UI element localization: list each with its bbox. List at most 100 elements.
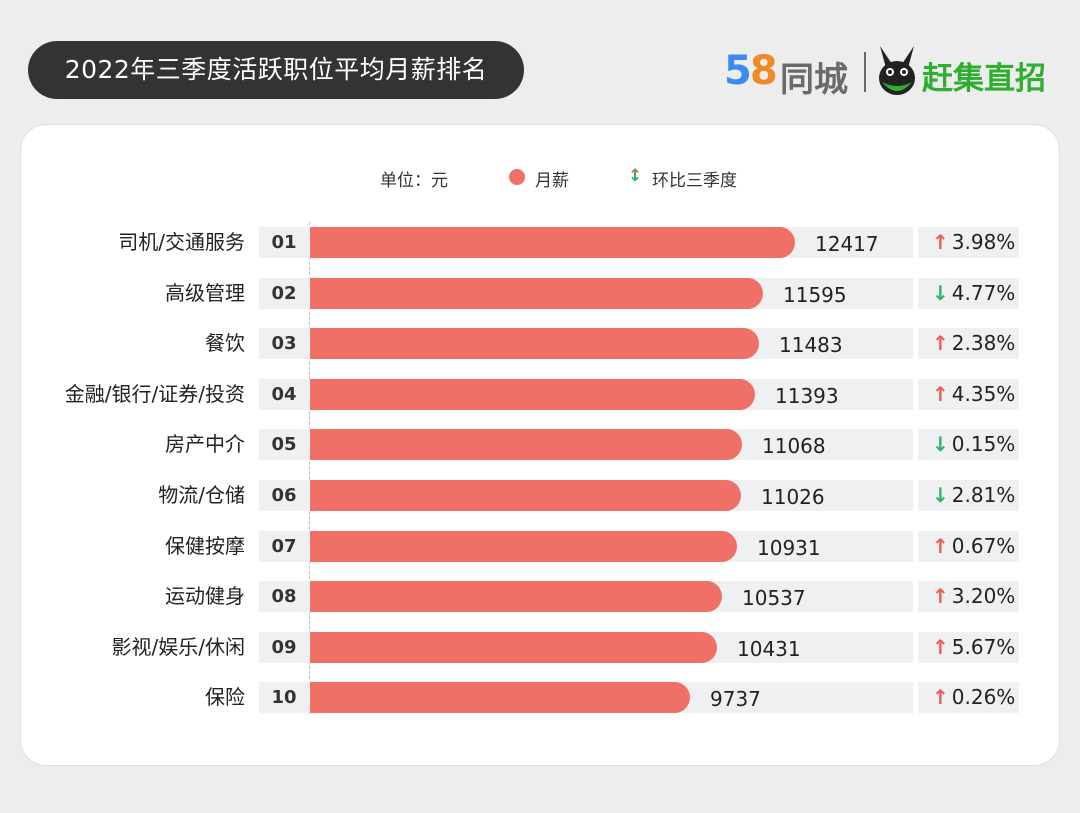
rank-label: 08 <box>271 586 297 608</box>
rank-label: 05 <box>271 434 297 456</box>
rank-label: 04 <box>271 383 297 405</box>
change-label: ↑ 3.20% <box>932 581 1015 612</box>
salary-bar <box>310 378 755 410</box>
value-label: 11026 <box>761 485 825 509</box>
arrow-up-icon: ↑ <box>932 533 949 558</box>
unit-label: 单位：元 <box>380 171 448 191</box>
legend-series-label: 月薪 <box>535 171 569 191</box>
change-cell <box>918 480 1019 511</box>
change-cell <box>918 277 1019 309</box>
change-cell <box>918 581 1019 613</box>
bar-row: 运动健身 08 10537 ↑ 3.20% <box>0 581 1080 613</box>
arrow-up-icon: ↑ <box>932 381 949 406</box>
category-label: 餐饮 <box>205 331 245 356</box>
change-cell <box>918 227 1019 258</box>
change-label: ↓ 4.77% <box>932 278 1015 309</box>
change-value: 0.15% <box>951 432 1016 457</box>
value-label: 11393 <box>775 383 839 408</box>
legend-change-label: 环比三季度 <box>652 171 737 191</box>
rank-label: 03 <box>271 333 297 355</box>
arrow-down-icon: ↓ <box>932 280 949 305</box>
value-label: 10537 <box>742 586 806 611</box>
salary-bar <box>310 480 741 511</box>
category-label: 金融/银行/证券/投资 <box>64 381 245 406</box>
brand-ganji-text: 赶集直招 <box>922 61 1046 97</box>
series-color-dot <box>509 169 525 185</box>
bar-row: 金融/银行/证券/投资 04 11393 ↑ 4.35% <box>0 378 1080 410</box>
change-value: 0.26% <box>951 685 1016 710</box>
bar-row: 高级管理 02 11595 ↓ 4.77% <box>0 277 1080 309</box>
category-label: 运动健身 <box>165 584 245 609</box>
arrow-up-icon: ↑ <box>932 230 949 254</box>
salary-bar <box>310 631 717 663</box>
axis-divider-line <box>309 222 310 714</box>
ganji-mascot-icon <box>879 46 915 95</box>
category-label: 物流/仓储 <box>158 483 245 507</box>
change-value: 5.67% <box>951 634 1016 659</box>
category-label: 高级管理 <box>165 280 245 305</box>
salary-bar <box>310 227 795 258</box>
value-label: 11483 <box>779 333 843 358</box>
change-label: ↓ 0.15% <box>932 429 1015 460</box>
change-value: 0.67% <box>951 533 1016 558</box>
change-label: ↑ 2.38% <box>932 328 1015 359</box>
brand-58-logo: 58 <box>724 48 778 94</box>
change-cell <box>918 682 1019 714</box>
value-label: 12417 <box>815 232 879 256</box>
bar-row: 餐饮 03 11483 ↑ 2.38% <box>0 328 1080 360</box>
change-value: 2.38% <box>951 331 1016 356</box>
change-label: ↑ 5.67% <box>932 632 1015 663</box>
value-label: 11595 <box>783 282 847 307</box>
change-cell <box>918 530 1019 562</box>
salary-bar <box>310 328 759 360</box>
bar-row: 房产中介 05 11068 ↓ 0.15% <box>0 429 1080 461</box>
change-label: ↑ 0.67% <box>932 531 1015 562</box>
arrow-down-icon: ↓ <box>932 483 949 507</box>
value-label: 11068 <box>762 434 826 459</box>
change-cell <box>918 429 1019 461</box>
change-value: 3.98% <box>951 230 1016 254</box>
change-value: 4.77% <box>951 280 1016 305</box>
brand-logos: 58 同城 赶集直招 <box>724 40 1054 102</box>
category-label: 保健按摩 <box>165 533 245 558</box>
category-label: 司机/交通服务 <box>118 230 245 254</box>
rank-label: 07 <box>271 535 297 557</box>
change-cell <box>918 631 1019 663</box>
value-label: 9737 <box>710 687 761 712</box>
change-label: ↓ 2.81% <box>932 480 1015 511</box>
salary-bar <box>310 429 742 461</box>
bar-row: 影视/娱乐/休闲 09 10431 ↑ 5.67% <box>0 631 1080 663</box>
change-value: 2.81% <box>951 483 1016 507</box>
brand-tongcheng-text: 同城 <box>780 60 848 100</box>
salary-bar <box>310 530 737 562</box>
rank-label: 10 <box>271 687 297 709</box>
change-cell <box>918 328 1019 360</box>
value-label: 10931 <box>757 535 821 560</box>
bar-row: 保险 10 9737 ↑ 0.26% <box>0 682 1080 714</box>
category-label: 保险 <box>205 685 245 710</box>
change-value: 3.20% <box>951 584 1016 609</box>
category-label: 影视/娱乐/休闲 <box>111 634 245 659</box>
change-label: ↑ 0.26% <box>932 682 1015 713</box>
change-cell <box>918 378 1019 410</box>
bar-row: 保健按摩 07 10931 ↑ 0.67% <box>0 530 1080 562</box>
rank-label: 06 <box>271 485 297 506</box>
arrow-up-icon: ↑ <box>932 584 949 609</box>
value-label: 10431 <box>737 636 801 661</box>
rank-label: 01 <box>271 232 297 253</box>
brand-divider <box>864 52 866 92</box>
arrow-up-icon: ↑ <box>932 634 949 659</box>
salary-bar <box>310 277 763 309</box>
salary-bar <box>310 581 722 613</box>
arrow-up-icon: ↑ <box>932 331 949 356</box>
arrow-down-icon: ↓ <box>932 432 949 457</box>
bar-row: 司机/交通服务 01 12417 ↑ 3.98% <box>0 227 1080 258</box>
category-label: 房产中介 <box>165 432 245 457</box>
change-label: ↑ 3.98% <box>932 227 1015 258</box>
page-title: 2022年三季度活跃职位平均月薪排名 <box>28 41 524 99</box>
salary-bar <box>310 682 690 714</box>
arrow-up-icon: ↑ <box>932 685 949 710</box>
rank-label: 09 <box>271 636 297 658</box>
bar-row: 物流/仓储 06 11026 ↓ 2.81% <box>0 480 1080 511</box>
rank-label: 02 <box>271 282 297 304</box>
